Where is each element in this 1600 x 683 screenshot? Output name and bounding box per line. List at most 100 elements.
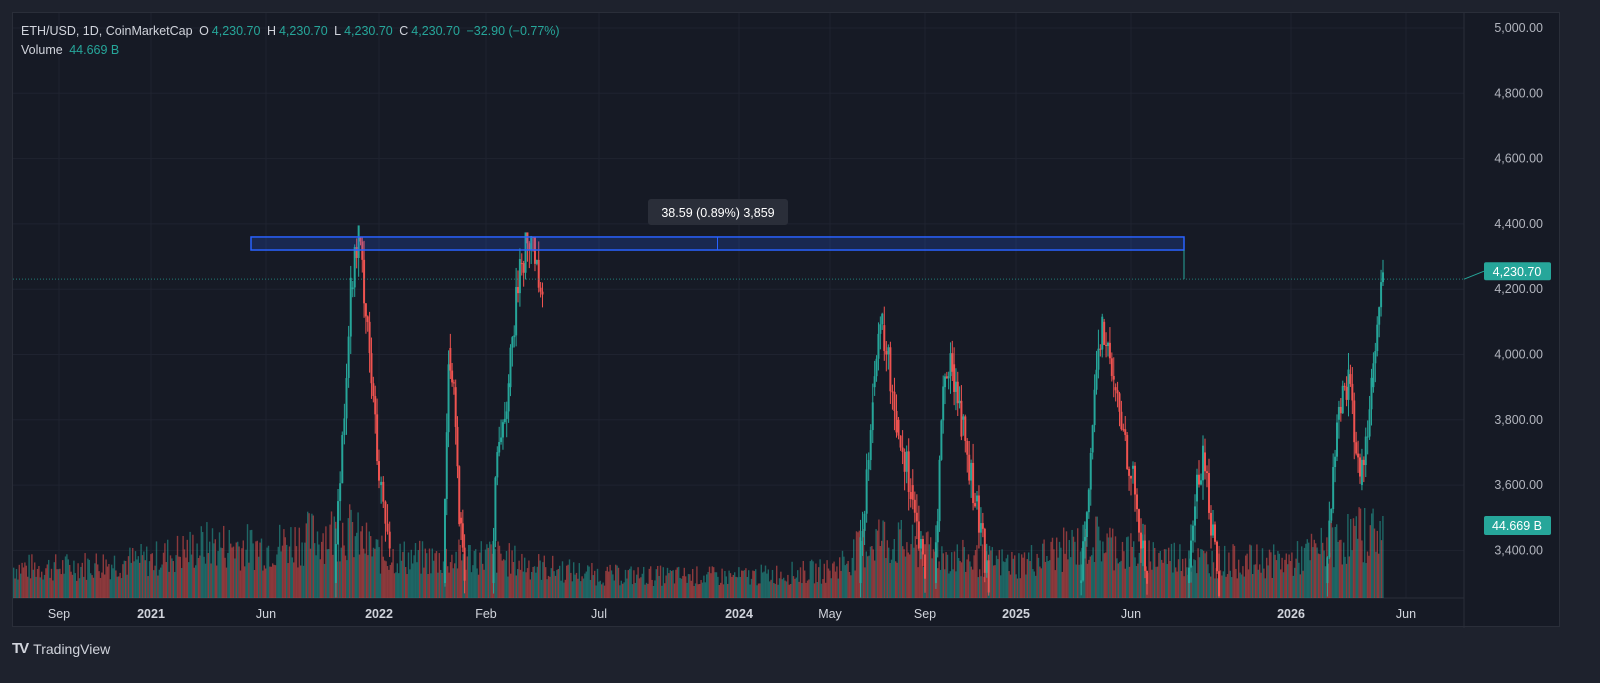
volume-bar	[1229, 570, 1231, 598]
volume-bar	[223, 525, 225, 598]
volume-bar	[589, 579, 592, 598]
volume-bar	[1291, 552, 1293, 598]
volume-bar	[707, 572, 709, 598]
open-label: O	[199, 24, 209, 38]
volume-bar	[784, 580, 786, 598]
volume-bar	[668, 573, 670, 598]
volume-bar	[724, 570, 726, 598]
volume-bar	[1110, 537, 1112, 598]
volume-bar	[1303, 547, 1306, 598]
volume-bar	[1060, 547, 1062, 598]
volume-bar	[1128, 566, 1131, 598]
chart-panel[interactable]: 5,000.00 4,800.00 4,600.00 4,400.00 4,200.00…	[12, 12, 1561, 628]
volume-bar	[1196, 573, 1198, 598]
candle-body	[1105, 344, 1108, 347]
volume-bar	[367, 555, 369, 598]
volume-bar	[1033, 571, 1035, 598]
volume-bar	[1372, 508, 1374, 598]
volume-bar	[592, 575, 594, 598]
volume-bar	[1369, 525, 1371, 598]
volume-bar	[1158, 553, 1160, 598]
volume-bar	[1200, 549, 1202, 598]
volume-bar	[911, 524, 914, 598]
volume-bar	[1204, 553, 1206, 598]
volume-bar	[1371, 513, 1373, 598]
volume-bar	[455, 551, 457, 598]
volume-bar	[1373, 528, 1376, 598]
volume-bar	[24, 562, 26, 598]
volume-bar	[106, 566, 109, 598]
volume-bar	[763, 571, 765, 598]
volume-bar	[38, 566, 40, 598]
volume-bar	[671, 571, 673, 598]
volume-bar	[959, 560, 961, 598]
volume-bar	[88, 559, 90, 598]
volume-bar	[1309, 560, 1311, 598]
volume-bar	[521, 553, 523, 598]
volume-bar	[948, 573, 950, 598]
volume-value: 44.669 B	[69, 43, 120, 57]
volume-bar	[248, 562, 250, 598]
candle-body	[985, 560, 988, 573]
volume-bar	[255, 541, 257, 598]
volume-bar	[71, 574, 74, 598]
volume-bar	[585, 571, 587, 598]
volume-bar	[437, 572, 439, 598]
volume-bar	[806, 580, 809, 598]
volume-bar	[1247, 569, 1250, 598]
volume-bar	[20, 573, 22, 598]
volume-bar	[514, 545, 516, 598]
volume-bar	[209, 541, 211, 598]
volume-bar	[980, 576, 982, 598]
volume-bar	[1282, 572, 1285, 598]
candle-body	[1188, 567, 1190, 584]
volume-bar	[769, 581, 771, 598]
candle-body	[960, 400, 963, 437]
candle-body	[974, 503, 977, 507]
candle-body	[1347, 369, 1350, 400]
candle-body	[1140, 532, 1142, 549]
x-tick-label: 2026	[1277, 607, 1305, 621]
volume-bar	[505, 550, 508, 598]
candle-body	[518, 259, 521, 294]
candle-body	[1210, 512, 1212, 536]
x-tick-label: Jun	[1121, 607, 1141, 621]
volume-bar	[151, 553, 153, 598]
volume-bar	[1039, 566, 1041, 598]
price-chart[interactable]: 5,000.00 4,800.00 4,600.00 4,400.00 4,200.00…	[13, 13, 1561, 628]
volume-bar	[1317, 553, 1320, 598]
volume-bar	[503, 559, 505, 598]
volume-bar	[830, 578, 832, 598]
volume-bar	[542, 562, 544, 598]
volume-label: Volume	[21, 43, 63, 57]
candle-body	[347, 336, 350, 378]
volume-bar	[494, 549, 496, 598]
volume-bar	[791, 561, 793, 598]
volume-bar	[69, 564, 71, 598]
volume-bar	[1231, 577, 1233, 598]
volume-bar	[818, 567, 820, 598]
candle-body	[349, 277, 352, 337]
volume-bar	[507, 576, 509, 598]
volume-bar	[1036, 553, 1038, 598]
volume-bar	[522, 571, 524, 598]
volume-bar	[636, 574, 638, 598]
volume-bar	[41, 571, 43, 598]
candle-body	[1374, 351, 1377, 364]
volume-bar	[162, 552, 165, 598]
volume-bar	[1352, 518, 1355, 598]
volume-bar	[312, 515, 314, 598]
volume-bar	[658, 576, 660, 598]
volume-bar	[347, 518, 349, 598]
candle-body	[979, 523, 982, 533]
volume-bar	[1343, 542, 1345, 598]
volume-bar	[928, 544, 930, 598]
candle-body	[962, 416, 965, 420]
volume-bar	[349, 504, 351, 598]
volume-bar	[778, 578, 781, 598]
volume-bar	[655, 569, 657, 598]
x-tick-label: 2024	[725, 607, 753, 621]
volume-bar	[685, 576, 687, 598]
candle-body	[1116, 390, 1119, 394]
volume-bar	[337, 543, 340, 598]
